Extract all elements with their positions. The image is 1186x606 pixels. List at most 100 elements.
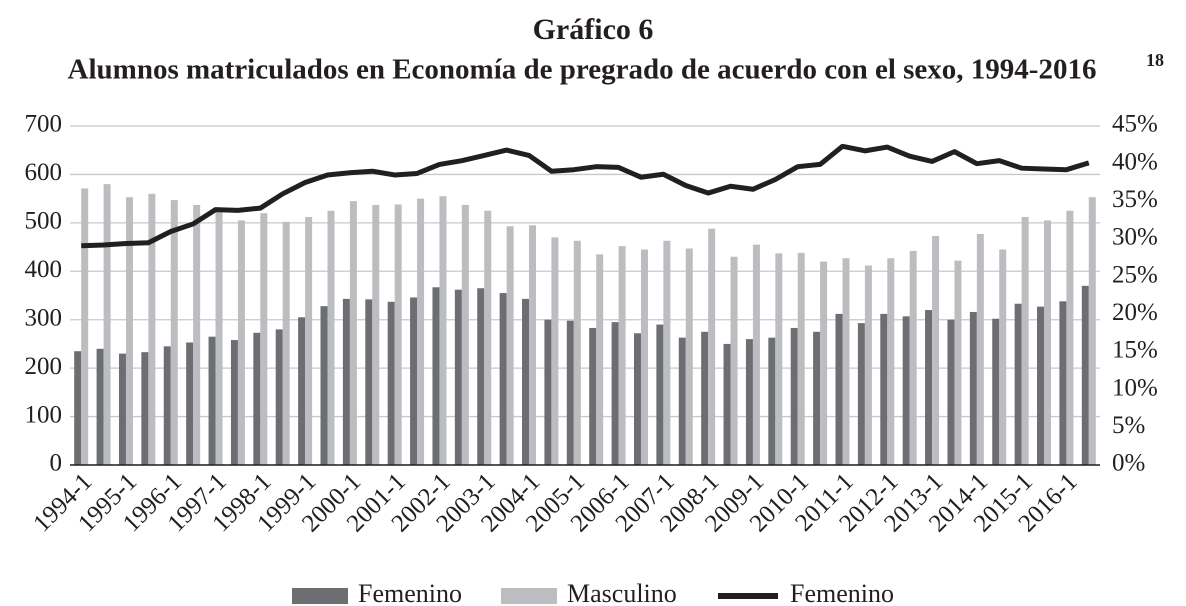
bar bbox=[237, 220, 245, 465]
bar bbox=[208, 336, 216, 465]
y2-tick-label: 10% bbox=[1112, 374, 1158, 401]
bar bbox=[1037, 306, 1045, 465]
bar bbox=[186, 342, 194, 465]
footnote-mark: 18 bbox=[1146, 50, 1164, 70]
bar bbox=[141, 352, 149, 465]
bar bbox=[880, 313, 888, 465]
bar bbox=[857, 323, 865, 465]
line bbox=[81, 143, 1090, 249]
bar bbox=[522, 298, 530, 465]
bar bbox=[640, 249, 648, 465]
chart-title: Gráfico 6 bbox=[533, 13, 654, 46]
bar bbox=[125, 197, 133, 465]
y2-tick-label: 0% bbox=[1112, 450, 1145, 477]
bar bbox=[484, 210, 492, 465]
bar bbox=[394, 204, 402, 465]
y-tick-label: 500 bbox=[25, 208, 63, 235]
bar bbox=[417, 198, 425, 465]
bar bbox=[163, 346, 171, 465]
legend-swatch bbox=[292, 588, 348, 604]
bar bbox=[730, 256, 738, 465]
bar bbox=[656, 324, 664, 465]
chart-subtitle: Alumnos matriculados en Economía de preg… bbox=[68, 54, 1097, 86]
bar bbox=[432, 287, 440, 465]
bar bbox=[372, 204, 380, 465]
bar bbox=[999, 249, 1007, 465]
legend-swatch bbox=[501, 588, 557, 604]
bar bbox=[745, 339, 753, 465]
bar bbox=[596, 254, 604, 465]
bar bbox=[663, 240, 671, 465]
bar bbox=[387, 301, 395, 465]
bar bbox=[365, 299, 373, 465]
bar bbox=[439, 196, 447, 465]
bar bbox=[81, 188, 89, 466]
y2-tick-label: 25% bbox=[1112, 261, 1158, 288]
bar bbox=[275, 329, 283, 465]
bar bbox=[74, 351, 82, 465]
bar bbox=[723, 343, 731, 465]
y-tick-label: 100 bbox=[25, 401, 63, 428]
y2-tick-label: 35% bbox=[1112, 186, 1158, 213]
y-tick-label: 0 bbox=[50, 450, 63, 477]
bar bbox=[170, 200, 178, 466]
bar bbox=[611, 322, 619, 465]
bar bbox=[506, 226, 514, 465]
bar bbox=[1059, 301, 1067, 465]
bar bbox=[282, 221, 290, 465]
bar bbox=[260, 213, 268, 465]
bar bbox=[976, 233, 984, 465]
legend-label: Femenino bbox=[358, 579, 462, 606]
bar bbox=[499, 293, 507, 465]
bar bbox=[573, 240, 581, 465]
bar bbox=[887, 258, 895, 465]
bar bbox=[454, 289, 462, 465]
bar bbox=[298, 317, 306, 465]
bar bbox=[103, 184, 111, 465]
bar bbox=[1066, 210, 1074, 465]
bar bbox=[529, 225, 537, 465]
bar bbox=[954, 260, 962, 465]
bar bbox=[1081, 285, 1089, 465]
bar bbox=[148, 193, 156, 466]
bar bbox=[1021, 217, 1029, 465]
bar bbox=[775, 253, 783, 465]
legend-label: Femenino bbox=[790, 579, 894, 606]
bar bbox=[327, 210, 335, 465]
bar bbox=[685, 248, 693, 465]
bar bbox=[932, 235, 940, 465]
bar bbox=[1088, 197, 1096, 465]
y2-tick-label: 45% bbox=[1112, 111, 1158, 138]
y2-tick-label: 20% bbox=[1112, 299, 1158, 326]
bar bbox=[992, 318, 1000, 465]
bar bbox=[96, 348, 104, 465]
bar bbox=[797, 252, 805, 465]
bar bbox=[461, 204, 469, 465]
bar bbox=[790, 327, 798, 465]
y-tick-label: 600 bbox=[25, 159, 63, 186]
bar bbox=[909, 250, 917, 465]
bar bbox=[589, 327, 597, 465]
legend-label: Masculino bbox=[567, 579, 677, 606]
y-tick-label: 200 bbox=[25, 353, 63, 380]
bar bbox=[1044, 220, 1052, 465]
y2-tick-label: 40% bbox=[1112, 148, 1158, 175]
bar bbox=[342, 298, 350, 465]
bar bbox=[752, 244, 760, 465]
y-tick-label: 700 bbox=[25, 111, 63, 138]
bar bbox=[566, 320, 574, 465]
bar bbox=[708, 228, 716, 465]
bar bbox=[633, 333, 641, 465]
y2-tick-label: 5% bbox=[1112, 412, 1145, 439]
bar bbox=[230, 340, 238, 465]
bar bbox=[618, 246, 626, 465]
bar bbox=[813, 331, 821, 465]
bar bbox=[701, 331, 709, 465]
bar bbox=[947, 319, 955, 465]
bar bbox=[193, 204, 201, 465]
bar bbox=[320, 306, 328, 465]
bar bbox=[1014, 303, 1022, 465]
y2-tick-label: 15% bbox=[1112, 337, 1158, 364]
bar bbox=[768, 337, 776, 465]
